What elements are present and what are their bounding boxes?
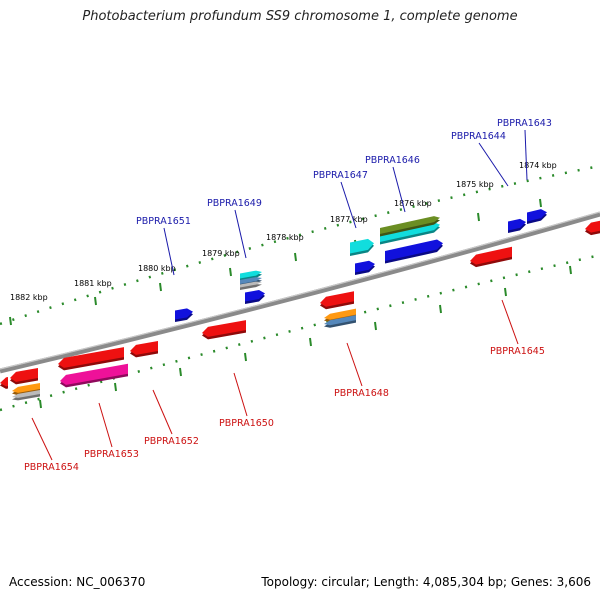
major-tick <box>439 304 442 314</box>
leader-line <box>163 227 175 276</box>
leader-line <box>233 372 248 417</box>
accession-label: Accession: NC_006370 <box>9 575 146 589</box>
scale-label: 1877 kbp <box>330 215 368 224</box>
major-tick <box>569 265 572 275</box>
gene-arrow <box>12 382 40 396</box>
major-tick <box>179 367 182 377</box>
major-tick <box>94 296 97 306</box>
topology-label: Topology: circular; Length: 4,085,304 bp… <box>261 575 591 589</box>
gene-labels: PBPRA1651 PBPRA1649 PBPRA1647 PBPRA1646 PBPR… <box>24 118 552 473</box>
major-tick <box>159 282 162 292</box>
gene-arrow <box>355 260 375 275</box>
gene-label-reverse: PBPRA1650 <box>219 418 274 429</box>
leader-line <box>234 209 247 259</box>
gene-arrow <box>175 308 193 322</box>
gene-arrow <box>0 377 8 389</box>
gene-arrow <box>245 289 265 304</box>
gene-label-reverse: PBPRA1648 <box>334 388 389 399</box>
scale-labels: 1882 kbp 1881 kbp 1880 kbp 1879 kbp 1878 kbp… <box>10 161 557 302</box>
inner-scale-track <box>0 253 600 412</box>
scale-label: 1881 kbp <box>74 279 112 288</box>
leader-line <box>501 299 519 345</box>
scale-label: 1882 kbp <box>10 293 48 302</box>
scale-label: 1880 kbp <box>138 264 176 273</box>
gene-arrow <box>380 216 440 237</box>
gene-leader-lines <box>31 129 528 461</box>
gene-arrow <box>240 281 262 290</box>
major-tick <box>294 252 297 262</box>
leader-line <box>392 166 406 213</box>
major-tick <box>39 399 42 409</box>
gene-arrow <box>202 320 246 340</box>
major-tick <box>309 337 312 347</box>
major-tick <box>539 198 542 208</box>
scale-label: 1879 kbp <box>202 249 240 258</box>
gene-arrow <box>324 315 356 328</box>
gene-arrow <box>130 340 158 358</box>
major-tick <box>114 382 117 392</box>
major-tick <box>229 267 232 277</box>
gene-label-reverse: PBPRA1653 <box>84 449 139 460</box>
leader-line <box>98 402 113 448</box>
gene-features <box>0 209 600 401</box>
major-tick <box>374 321 377 331</box>
gene-arrow <box>350 238 374 256</box>
gene-arrow <box>527 209 547 224</box>
leader-line <box>152 389 173 435</box>
leader-line <box>478 142 509 187</box>
scale-label: 1876 kbp <box>394 199 432 208</box>
gene-arrow <box>320 291 354 310</box>
scale-label: 1875 kbp <box>456 180 494 189</box>
gene-arrow <box>60 363 128 388</box>
leader-line <box>346 342 363 387</box>
outer-scale-track <box>0 164 600 326</box>
leader-line <box>31 417 53 461</box>
major-tick <box>9 316 12 326</box>
leader-line <box>340 181 357 229</box>
major-tick <box>504 287 507 297</box>
scale-label: 1874 kbp <box>519 161 557 170</box>
gene-label-forward: PBPRA1643 <box>497 118 552 129</box>
gene-label-reverse: PBPRA1645 <box>490 346 545 357</box>
major-ticks <box>9 198 572 409</box>
gene-label-reverse: PBPRA1652 <box>144 436 199 447</box>
chromosome-backbone <box>0 211 600 374</box>
gene-arrow <box>12 389 40 401</box>
gene-arrow <box>58 347 124 371</box>
gene-arrow <box>508 218 526 233</box>
gene-arrow <box>380 222 440 245</box>
gene-arrow <box>470 246 512 268</box>
gene-arrow <box>10 367 38 385</box>
gene-label-reverse: PBPRA1654 <box>24 462 79 473</box>
gene-arrow <box>585 220 600 236</box>
scale-label: 1878 kbp <box>266 233 304 242</box>
major-tick <box>477 212 480 222</box>
gene-label-forward: PBPRA1646 <box>365 155 420 166</box>
leader-line <box>524 129 528 181</box>
gene-arrow <box>324 308 356 323</box>
gene-label-forward: PBPRA1647 <box>313 170 368 181</box>
map-title: Photobacterium profundum SS9 chromosome … <box>82 9 518 24</box>
gene-label-forward: PBPRA1651 <box>136 216 191 227</box>
gene-label-forward: PBPRA1644 <box>451 131 506 142</box>
gene-label-forward: PBPRA1649 <box>207 198 262 209</box>
gene-arrow <box>385 239 443 264</box>
major-tick <box>244 352 247 362</box>
